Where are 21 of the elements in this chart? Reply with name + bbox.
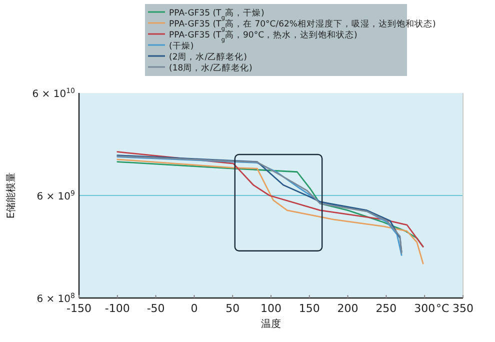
- text: °C: [436, 302, 450, 315]
- x-tick-label: 200: [337, 302, 358, 315]
- x-tick-label: 100: [260, 302, 282, 315]
- x-tick-label: 50: [226, 302, 240, 315]
- legend-label: (2周，水/乙醇老化): [169, 52, 247, 62]
- y-axis-title: E储能模量: [5, 172, 17, 219]
- y-tick-label: 6 × 10$^{9}$: [36, 190, 75, 202]
- legend-label: (18周，水/乙醇老化): [169, 62, 252, 74]
- x-tick-label: 350: [452, 302, 474, 315]
- legend-label: PPA-GF35 (T$_{g}$高，干燥): [169, 8, 264, 21]
- x-axis-title: 温度: [261, 318, 281, 330]
- x-tick-label: -100: [104, 302, 130, 315]
- x-tick-label: 250: [376, 302, 397, 315]
- y-tick-label: 6 × 10$^{10}$: [32, 87, 75, 100]
- y-tick-label: 6 × 10$^{8}$: [36, 292, 75, 305]
- x-tick-label: 0: [190, 302, 198, 315]
- x-tick-label: 150: [298, 302, 320, 315]
- x-tick-label: 300: [414, 302, 436, 315]
- legend-label: (干燥): [169, 40, 194, 52]
- x-tick-label: -150: [66, 302, 92, 315]
- x-tick-label: -50: [146, 302, 165, 315]
